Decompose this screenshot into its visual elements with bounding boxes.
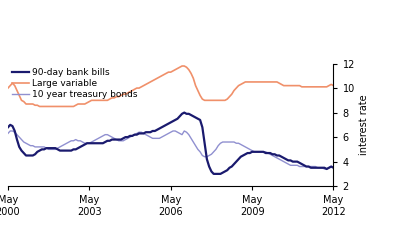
- Legend: 90-day bank bills, Large variable, 10 year treasury bonds: 90-day bank bills, Large variable, 10 ye…: [12, 68, 138, 99]
- Y-axis label: interest rate: interest rate: [359, 94, 369, 155]
